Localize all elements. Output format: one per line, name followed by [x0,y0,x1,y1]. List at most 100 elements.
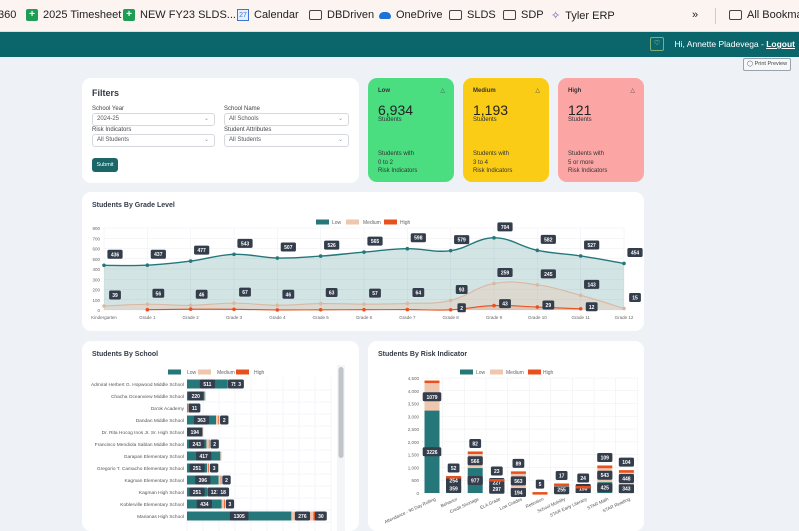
x-tick-label: Grade 6 [356,315,373,320]
bar-segment-medium [219,476,221,485]
y-tick-label: 4,500 [408,376,420,381]
y-tick-label: 1,000 [408,465,420,470]
student-attributes-label: Student Attributes [224,127,271,133]
notification-bell-button[interactable]: ♡ [650,37,664,51]
data-label-low: 1305 [234,514,245,520]
school-year-select[interactable]: 2024-25⌄ [92,113,215,126]
logout-link[interactable]: Logout [766,39,795,49]
bookmark-2025-timesheet[interactable]: +2025 Timesheet [26,9,121,21]
data-point-medium [579,294,583,298]
print-preview-button[interactable]: ◯ Print Preview [743,58,791,71]
legend-label-low: Low [332,220,342,226]
user-greeting: Hi, Annette Pladevega - Logout [675,39,795,49]
x-tick-label: Grade 4 [269,315,286,320]
x-tick-label: ELA Grade [479,496,502,510]
data-label-medium: 46 [286,292,292,298]
data-label-high: 30 [318,514,324,520]
data-point-high [189,307,193,311]
y-tick-label: 0 [416,491,419,496]
legend-label-low: Low [187,370,197,376]
users-icon: △ [630,87,635,94]
submit-button[interactable]: Submit [92,158,118,172]
data-point-high [319,308,323,312]
scrollbar-thumb[interactable] [339,367,344,458]
data-point-medium [232,301,236,305]
data-label-medium: 254 [449,479,458,485]
data-label-high: 82 [472,441,478,447]
legend-swatch-low [316,220,329,225]
risk-indicators-select[interactable]: All Students⌄ [92,134,215,147]
data-label-low: 343 [622,487,631,493]
legend-swatch-low [460,370,473,375]
data-point-medium [622,307,626,311]
bookmarks-overflow-button[interactable]: » [692,9,698,21]
data-label-high: 17 [559,473,565,479]
bar-segment-medium [216,416,218,425]
y-tick-label: Dr. Rita Hocog Inos Jr. Sr. High School [102,430,184,436]
bookmark-sdp[interactable]: SDP [503,9,544,21]
data-label-low: 434 [200,502,209,508]
data-label-medium: 56 [156,291,162,297]
data-point-low [536,249,540,253]
data-label-low: 565 [371,239,380,245]
chevron-down-icon: ⌄ [204,135,209,146]
data-label-low: 251 [193,490,202,496]
y-tick-label: 2,500 [408,427,420,432]
data-label-low: 507 [284,245,293,251]
data-point-low [406,247,410,251]
legend-swatch-medium [346,220,359,225]
count-unit: Students [473,117,497,123]
data-label-low: 297 [493,487,502,493]
sheets-icon: + [123,9,135,21]
bar-segment-high [425,381,440,384]
data-point-medium [536,283,540,287]
data-point-high [146,308,150,312]
data-label-high: 3 [229,502,232,508]
school-name-label: School Name [224,106,260,112]
data-label-medium: 93 [459,287,465,293]
legend-swatch-high [528,370,541,375]
data-label-low: 704 [501,225,510,231]
data-label-high: 3 [238,382,241,388]
x-tick-label: Kindergarten [91,315,117,320]
bookmark-360[interactable]: 360 [0,9,16,21]
x-tick-label: Grade 5 [313,315,330,320]
data-label-low: 579 [457,238,466,244]
data-label-high: 5 [539,482,542,488]
data-label-high: 3 [213,466,216,472]
student-count: 1,193 [473,102,508,118]
student-attributes-select[interactable]: All Students⌄ [224,134,349,147]
y-tick-label: Koblerville Elementary School [120,502,184,508]
bookmark-slds[interactable]: SLDS [449,9,496,21]
data-label-high: 52 [451,466,457,472]
bookmark-dbdriven[interactable]: DBDriven [309,9,374,21]
all-bookmarks-button[interactable]: All Bookmarks [729,9,799,21]
bookmark-tyler-erp[interactable]: ✧Tyler ERP [551,9,615,22]
data-label-medium: 259 [501,270,510,276]
folder-icon [449,10,462,20]
y-tick-label: 200 [92,288,100,293]
data-point-low [102,264,106,268]
data-point-low [276,256,280,260]
x-tick-label: Grade 11 [571,315,590,320]
legend-label-medium: Medium [363,220,381,226]
bookmark-onedrive[interactable]: OneDrive [379,9,442,21]
school-name-select[interactable]: All Schools⌄ [224,113,349,126]
data-label-low: 220 [192,394,201,400]
bookmark-new-fy23-slds-[interactable]: +NEW FY23 SLDS... [123,9,236,21]
bar-segment-high [576,486,591,489]
data-label-medium: 448 [622,477,631,483]
data-label-low: 396 [199,478,208,484]
data-point-high [406,308,410,312]
bar-segment-medium [206,440,208,449]
data-label-medium: 64 [416,290,422,296]
calendar-icon: 27 [237,9,249,21]
data-point-low [492,236,496,240]
divider [715,8,716,24]
bell-icon: ♡ [654,40,660,47]
data-label-low: 454 [631,250,640,256]
